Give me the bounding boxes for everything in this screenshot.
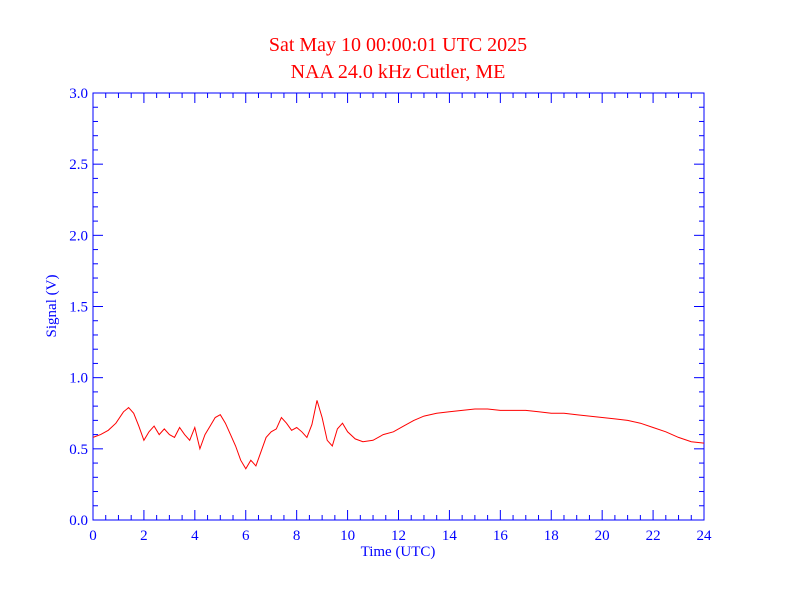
plot-frame: [92, 92, 705, 521]
y-tick-label: 2.0: [69, 228, 88, 244]
x-tick-label: 10: [340, 528, 355, 544]
x-tick-label: 4: [191, 528, 199, 544]
x-tick-label: 2: [140, 528, 148, 544]
y-tick-labels: 0.0 0.5 1.0 1.5 2.0 2.5 3.0: [69, 86, 88, 529]
y-tick-label: 3.0: [69, 86, 88, 102]
chart-title: Sat May 10 00:00:01 UTC 2025: [269, 34, 527, 56]
x-tick-label: 18: [544, 528, 559, 544]
x-tick-label: 24: [697, 528, 713, 544]
axis-ticks: [92, 92, 705, 521]
x-tick-label: 20: [595, 528, 610, 544]
x-tick-label: 8: [293, 528, 301, 544]
x-tick-label: 12: [391, 528, 406, 544]
y-tick-label: 0.0: [69, 513, 88, 529]
y-tick-label: 1.0: [69, 371, 88, 387]
y-axis-label: Signal (V): [44, 275, 60, 338]
y-tick-label: 0.5: [69, 442, 88, 458]
x-axis-label: Time (UTC): [361, 544, 436, 560]
x-tick-labels: 0 2 4 6 8 10 12 14 16 18 20 22 24: [89, 528, 712, 544]
x-tick-label: 6: [242, 528, 250, 544]
chart-subtitle: NAA 24.0 kHz Cutler, ME: [291, 61, 506, 83]
signal-series-line: [92, 400, 705, 470]
y-tick-label: 2.5: [69, 157, 88, 173]
y-tick-label: 1.5: [69, 300, 88, 316]
x-tick-label: 0: [89, 528, 97, 544]
x-tick-label: 16: [493, 528, 509, 544]
x-tick-label: 14: [442, 528, 458, 544]
x-tick-label: 22: [646, 528, 661, 544]
